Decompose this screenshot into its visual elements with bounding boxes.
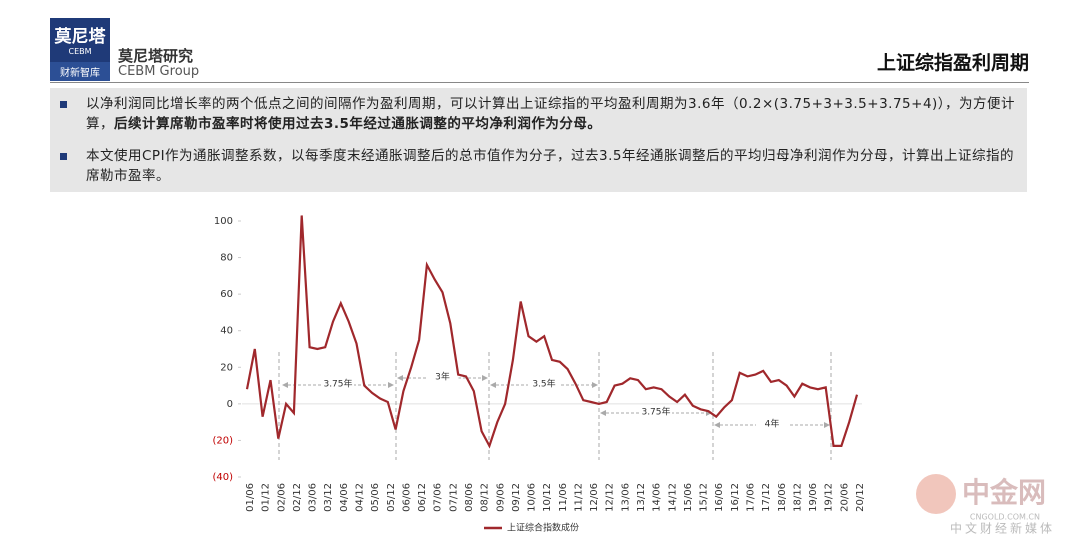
y-tick-label: 80 — [220, 253, 233, 264]
series-line — [245, 215, 859, 449]
x-tick-label: 02/06 — [276, 483, 287, 512]
x-tick-label: 15/12 — [699, 483, 710, 512]
y-tick-label: (40) — [212, 472, 233, 483]
x-tick-label: 14/12 — [667, 483, 678, 512]
logo-text: 莫尼塔 — [54, 27, 106, 47]
annotation: 3.5年 — [532, 378, 555, 390]
annotation-bg — [640, 406, 672, 419]
rule — [50, 82, 1029, 83]
x-tick-label: 17/06 — [746, 483, 757, 512]
x-tick-label: 18/06 — [777, 483, 788, 512]
annotation: 3.75年 — [641, 406, 670, 418]
x-tick-label: 20/12 — [855, 483, 866, 512]
x-tick-label: 19/12 — [824, 483, 835, 512]
logo-bottom: 财新智库 — [50, 62, 110, 81]
y-tick-label: 100 — [214, 216, 233, 227]
x-tick-label: 04/06 — [339, 483, 350, 512]
annotation-bg — [756, 418, 788, 431]
bullet-bold: 后续计算席勒市盈率时将使用过去3.5年经过通胀调整的平均净利润作为分母。 — [114, 116, 602, 132]
y-tick-label: 60 — [220, 289, 233, 300]
annotation: 3.75年 — [323, 378, 352, 390]
x-tick-label: 09/12 — [511, 483, 522, 512]
x-tick-label: 16/12 — [730, 483, 741, 512]
annotation-bg — [322, 378, 354, 391]
bullet: 以净利润同比增长率的两个低点之间的间隔作为盈利周期，可以计算出上证综指的平均盈利… — [50, 94, 1016, 134]
slide-title: 上证综指盈利周期 — [876, 52, 1029, 74]
x-tick-label: 17/12 — [761, 483, 772, 512]
x-tick-label: 11/12 — [573, 483, 584, 512]
svg-text:中文财经新媒体: 中文财经新媒体 — [950, 521, 1055, 536]
brand: 莫尼塔研究 — [118, 47, 194, 65]
annotation-bg — [426, 371, 459, 384]
x-tick-label: 10/12 — [542, 483, 553, 512]
y-tick-label: 20 — [220, 362, 233, 373]
y-tick-label: 0 — [227, 399, 233, 410]
legend-label: 上证综合指数成份 — [507, 522, 579, 534]
x-tick-label: 01/12 — [261, 483, 272, 512]
bullet-text: 以净利润同比增长率的两个低点之间的间隔作为盈利周期，可以计算出上证综指的平均盈利… — [86, 96, 1016, 132]
x-tick-label: 08/06 — [464, 483, 475, 512]
x-tick-label: 05/06 — [370, 483, 381, 512]
brand-en: CEBM Group — [118, 64, 200, 79]
x-tick-label: 20/06 — [839, 483, 850, 512]
bullet-text: 本文使用CPI作为通胀调整系数，以每季度末经通胀调整后的总市值作为分子，过去3.… — [86, 148, 1015, 184]
logo-sub: CEBM — [68, 47, 92, 56]
x-tick-label: 16/06 — [714, 483, 725, 512]
summary-box: 以净利润同比增长率的两个低点之间的间隔作为盈利周期，可以计算出上证综指的平均盈利… — [50, 88, 1027, 192]
x-tick-label: 02/12 — [292, 483, 303, 512]
x-tick-label: 12/06 — [589, 483, 600, 512]
x-tick-label: 11/06 — [558, 483, 569, 512]
annotation: 3年 — [435, 371, 450, 383]
x-tick-label: 13/12 — [636, 483, 647, 512]
x-tick-label: 07/06 — [433, 483, 444, 512]
x-tick-label: 19/06 — [808, 483, 819, 512]
x-tick-label: 18/12 — [792, 483, 803, 512]
y-tick-label: (20) — [212, 435, 233, 446]
x-tick-label: 06/06 — [401, 483, 412, 512]
x-tick-label: 03/06 — [308, 483, 319, 512]
x-tick-label: 15/06 — [683, 483, 694, 512]
x-tick-label: 10/06 — [527, 483, 538, 512]
x-tick-label: 12/12 — [605, 483, 616, 512]
x-tick-label: 07/12 — [448, 483, 459, 512]
x-tick-label: 08/12 — [480, 483, 491, 512]
x-tick-label: 05/12 — [386, 483, 397, 512]
x-tick-label: 09/06 — [495, 483, 506, 512]
logo: 莫尼塔 CEBM 财新智库 — [50, 18, 110, 81]
x-tick-label: 13/06 — [620, 483, 631, 512]
annotation: 4年 — [765, 418, 780, 430]
x-tick-label: 04/12 — [354, 483, 365, 512]
svg-text:中金网: 中金网 — [962, 476, 1046, 509]
x-tick-label: 01/06 — [245, 483, 256, 512]
x-tick-label: 06/12 — [417, 483, 428, 512]
bullet: 本文使用CPI作为通胀调整系数，以每季度末经通胀调整后的总市值作为分子，过去3.… — [50, 146, 1016, 186]
svg-text:CNGOLD.COM.CN: CNGOLD.COM.CN — [970, 513, 1040, 522]
annotation-bg — [528, 378, 560, 391]
watermark: 中金网 CNGOLD.COM.CN 中文财经新媒体 — [916, 474, 1055, 536]
x-tick-label: 14/06 — [652, 483, 663, 512]
x-tick-label: 03/12 — [323, 483, 334, 512]
y-tick-label: 40 — [220, 326, 233, 337]
